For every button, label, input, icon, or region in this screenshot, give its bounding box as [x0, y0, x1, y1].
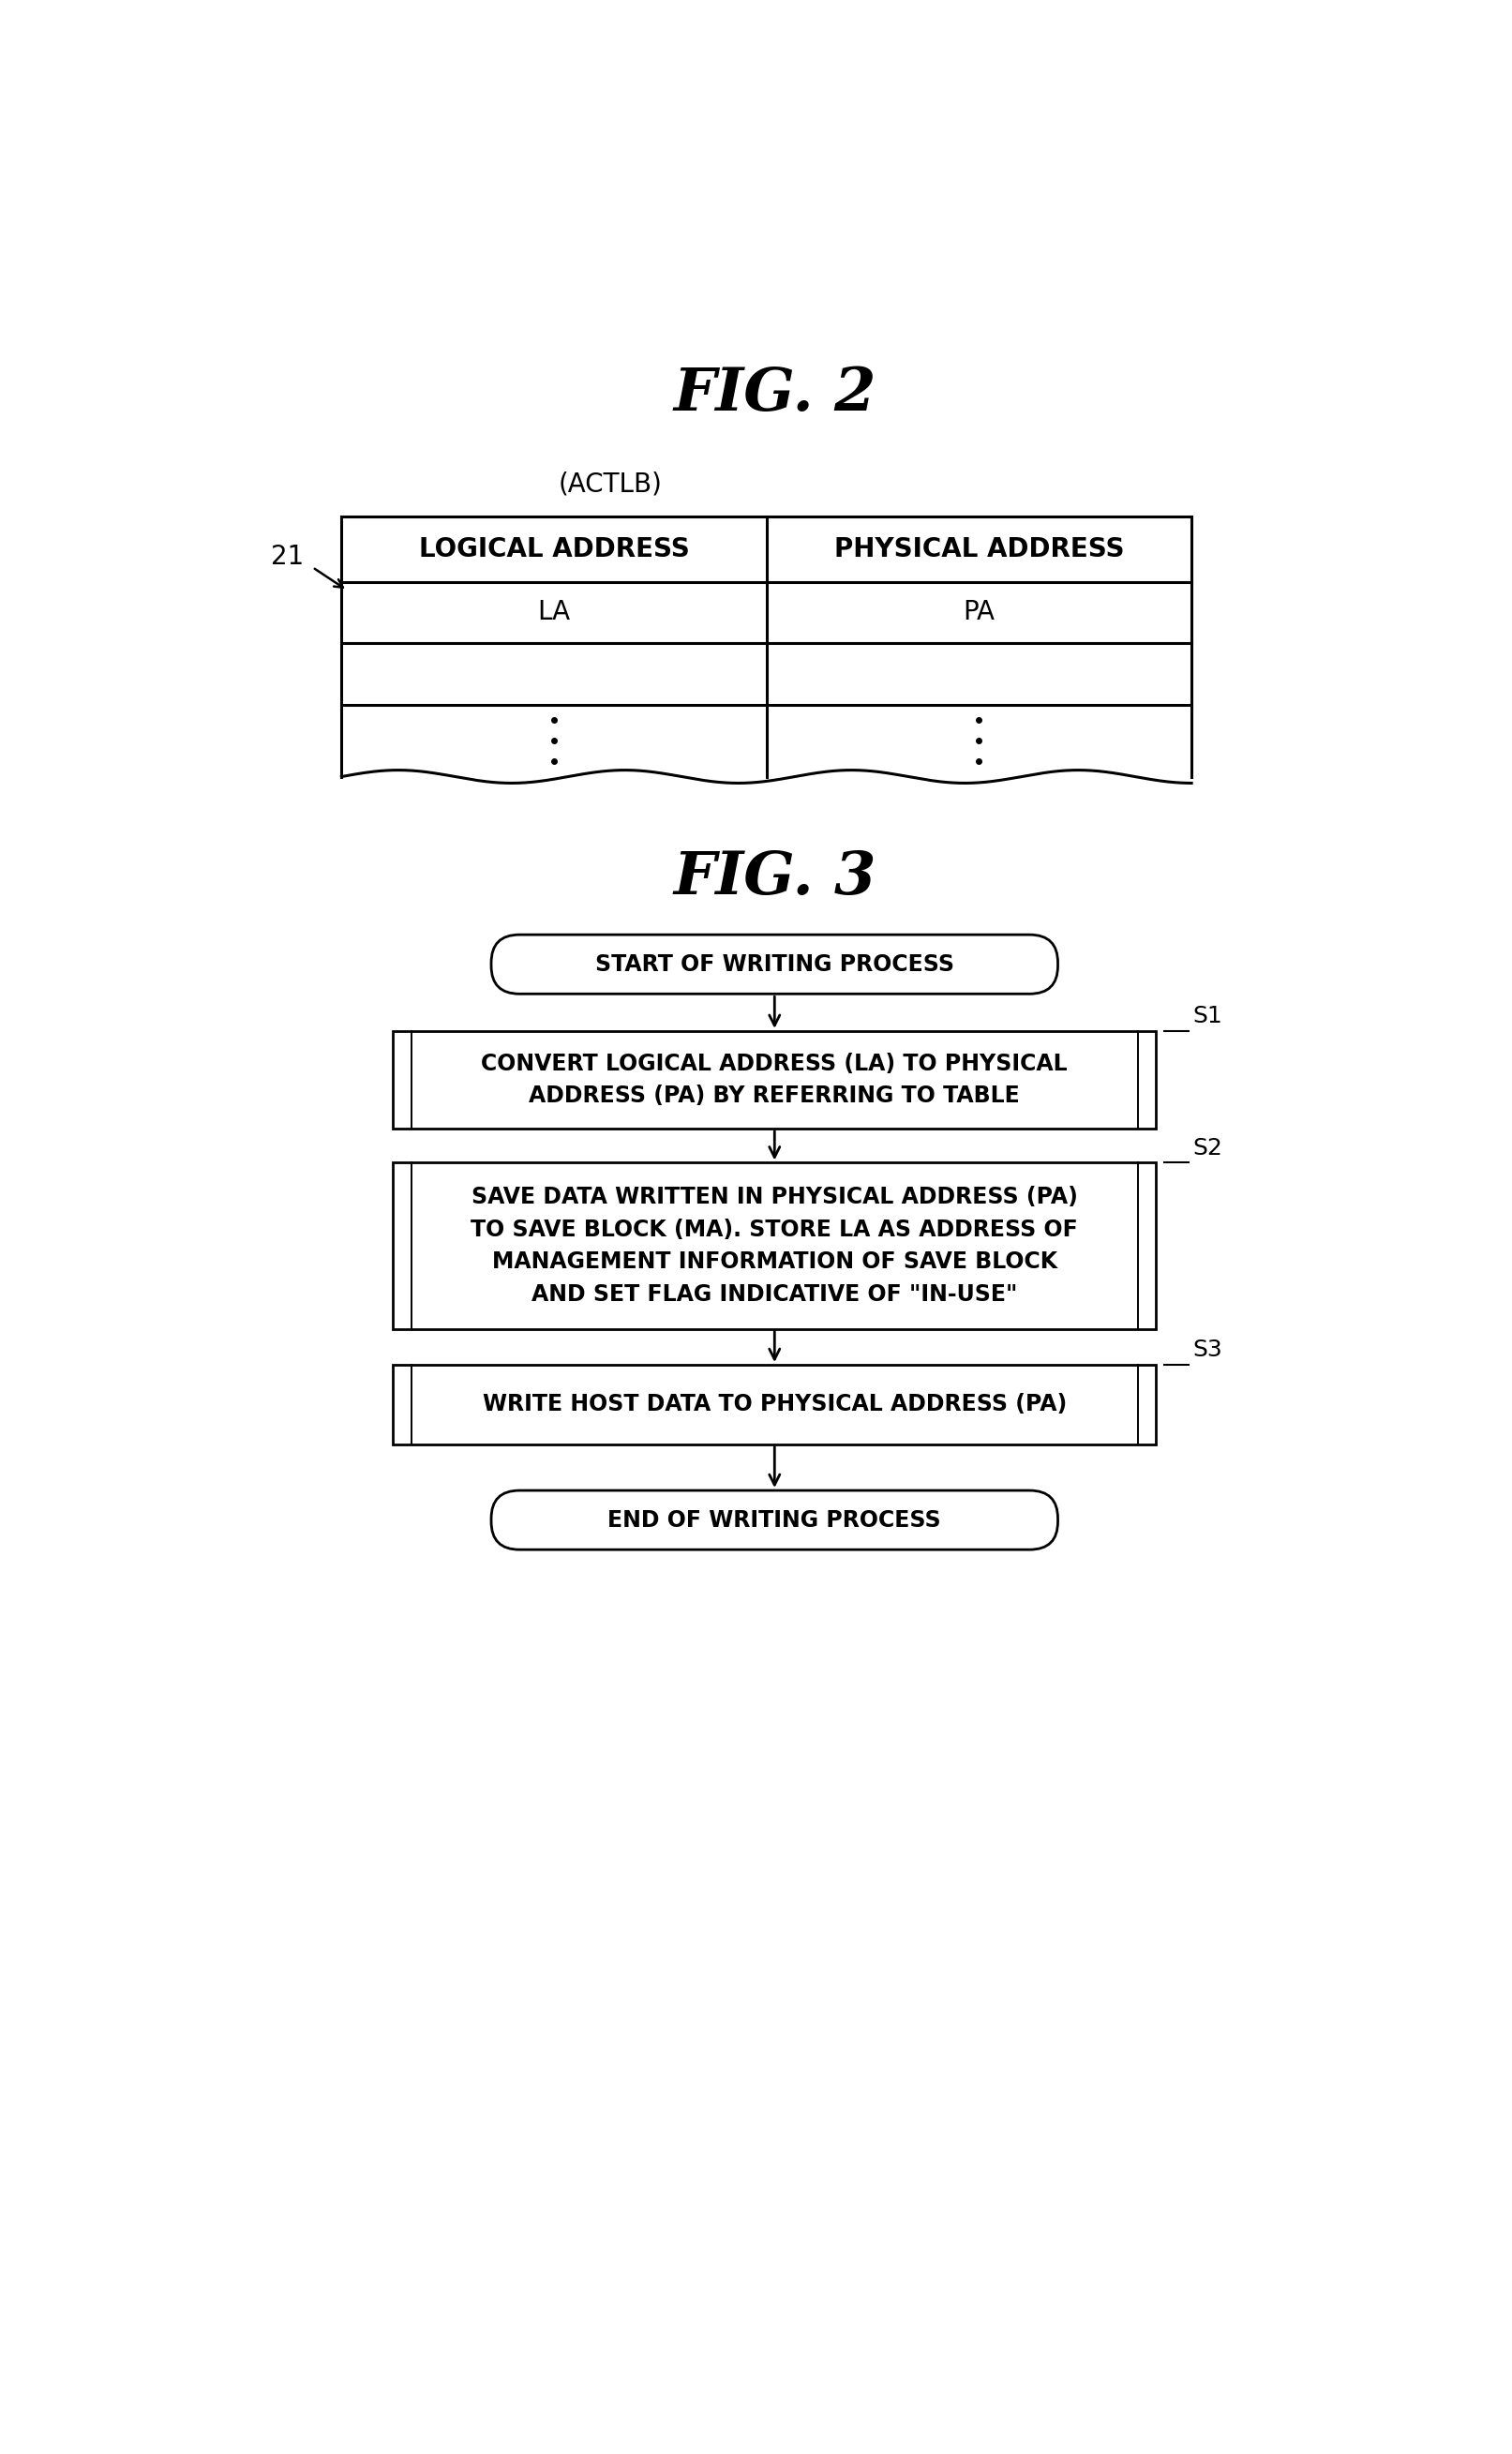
- Text: PA: PA: [963, 599, 995, 626]
- Text: SAVE DATA WRITTEN IN PHYSICAL ADDRESS (PA)
TO SAVE BLOCK (MA). STORE LA AS ADDRE: SAVE DATA WRITTEN IN PHYSICAL ADDRESS (P…: [470, 1185, 1078, 1306]
- FancyBboxPatch shape: [491, 1490, 1058, 1548]
- Text: START OF WRITING PROCESS: START OF WRITING PROCESS: [596, 952, 954, 977]
- Text: 21: 21: [271, 542, 304, 569]
- FancyBboxPatch shape: [491, 935, 1058, 994]
- Text: LA: LA: [538, 599, 570, 626]
- Text: S3: S3: [1193, 1340, 1222, 1362]
- Bar: [393, 1031, 1157, 1129]
- Text: CONVERT LOGICAL ADDRESS (LA) TO PHYSICAL
ADDRESS (PA) BY REFERRING TO TABLE: CONVERT LOGICAL ADDRESS (LA) TO PHYSICAL…: [481, 1053, 1067, 1107]
- Bar: [393, 1364, 1157, 1445]
- Text: WRITE HOST DATA TO PHYSICAL ADDRESS (PA): WRITE HOST DATA TO PHYSICAL ADDRESS (PA): [482, 1394, 1066, 1416]
- Text: S2: S2: [1193, 1136, 1222, 1158]
- Text: PHYSICAL ADDRESS: PHYSICAL ADDRESS: [835, 535, 1123, 562]
- Text: FIG. 3: FIG. 3: [673, 849, 875, 906]
- Text: (ACTLB): (ACTLB): [558, 471, 662, 498]
- Bar: [393, 1163, 1157, 1328]
- Text: LOGICAL ADDRESS: LOGICAL ADDRESS: [419, 535, 689, 562]
- Text: S1: S1: [1193, 1006, 1222, 1028]
- Text: FIG. 2: FIG. 2: [673, 366, 875, 422]
- Text: END OF WRITING PROCESS: END OF WRITING PROCESS: [608, 1509, 940, 1531]
